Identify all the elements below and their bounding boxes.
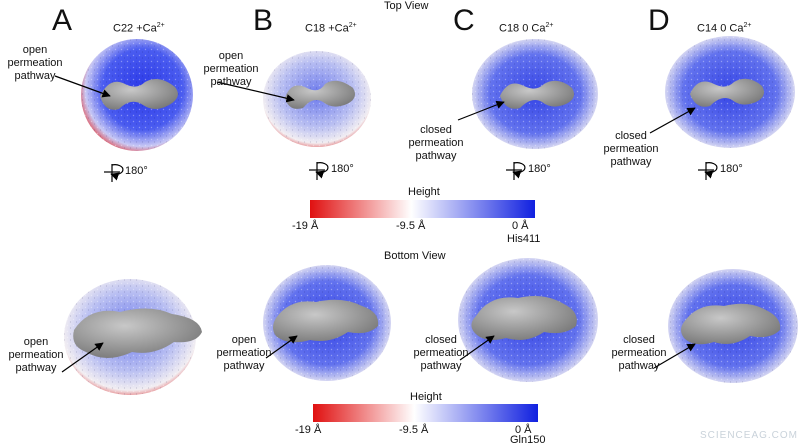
disc-bottom-b [263, 265, 391, 381]
panel-letter-b: B [253, 4, 274, 37]
rotation-label-d: 180° [720, 163, 743, 175]
rotate-icon-c [506, 162, 526, 180]
scale-bottom-mid: -9.5 Å [399, 424, 429, 436]
panel-letter-d: D [648, 4, 670, 37]
scale-top-max: 0 Å [512, 220, 529, 232]
disc-bottom-d [668, 269, 798, 383]
rotation-label-b: 180° [331, 163, 354, 175]
scale-top-title: Height [408, 186, 440, 198]
disc-top-b [263, 51, 371, 147]
scale-top-min: -19 Å [292, 220, 319, 232]
condition-label-b: C18 +Ca2+ [305, 22, 357, 35]
annotation-bottom-b: open permeation pathway [216, 334, 272, 372]
panel-letter-c: C [453, 4, 475, 37]
scale-bottom-max: 0 Å [515, 424, 532, 436]
rotate-icon-d [698, 162, 718, 180]
rotate-icon-a [104, 164, 124, 182]
bottom-view-label: Bottom View [384, 250, 446, 262]
watermark: SCIENCEAG.COM [700, 430, 799, 441]
panel-letter-a: A [52, 4, 73, 37]
rotation-icons [104, 162, 718, 182]
disc-top-d [665, 36, 795, 148]
annotation-bottom-a: open permeation pathway [8, 336, 64, 374]
height-scale-bottom [313, 404, 538, 422]
disc-bottom-c [458, 258, 598, 382]
scale-bottom-residue: Gln150 [510, 434, 546, 446]
disc-top-a [81, 39, 193, 151]
condition-label-c: C18 0 Ca2+ [499, 22, 554, 35]
disc-bottom-a [64, 279, 202, 395]
scale-top-mid: -9.5 Å [396, 220, 426, 232]
scale-bottom-min: -19 Å [295, 424, 322, 436]
scale-top-residue: His411 [507, 233, 541, 245]
annotation-top-b: open permeation pathway [203, 50, 259, 88]
condition-label-d: C14 0 Ca2+ [697, 22, 752, 35]
condition-label-a: C22 +Ca2+ [113, 22, 165, 35]
annotation-bottom-d: closed permeation pathway [611, 334, 667, 372]
annotation-top-a: open permeation pathway [7, 44, 63, 82]
height-scale-top [310, 200, 535, 218]
rotation-label-a: 180° [125, 165, 148, 177]
rotation-label-c: 180° [528, 163, 551, 175]
disc-top-c [472, 39, 598, 149]
annotation-arrows [54, 75, 696, 373]
rotate-icon-b [309, 162, 329, 180]
annotation-bottom-c: closed permeation pathway [413, 334, 469, 372]
top-view-label: Top View [384, 0, 429, 12]
annotation-top-d: closed permeation pathway [603, 130, 659, 168]
annotation-top-c: closed permeation pathway [408, 124, 464, 162]
scale-bottom-title: Height [410, 391, 442, 403]
